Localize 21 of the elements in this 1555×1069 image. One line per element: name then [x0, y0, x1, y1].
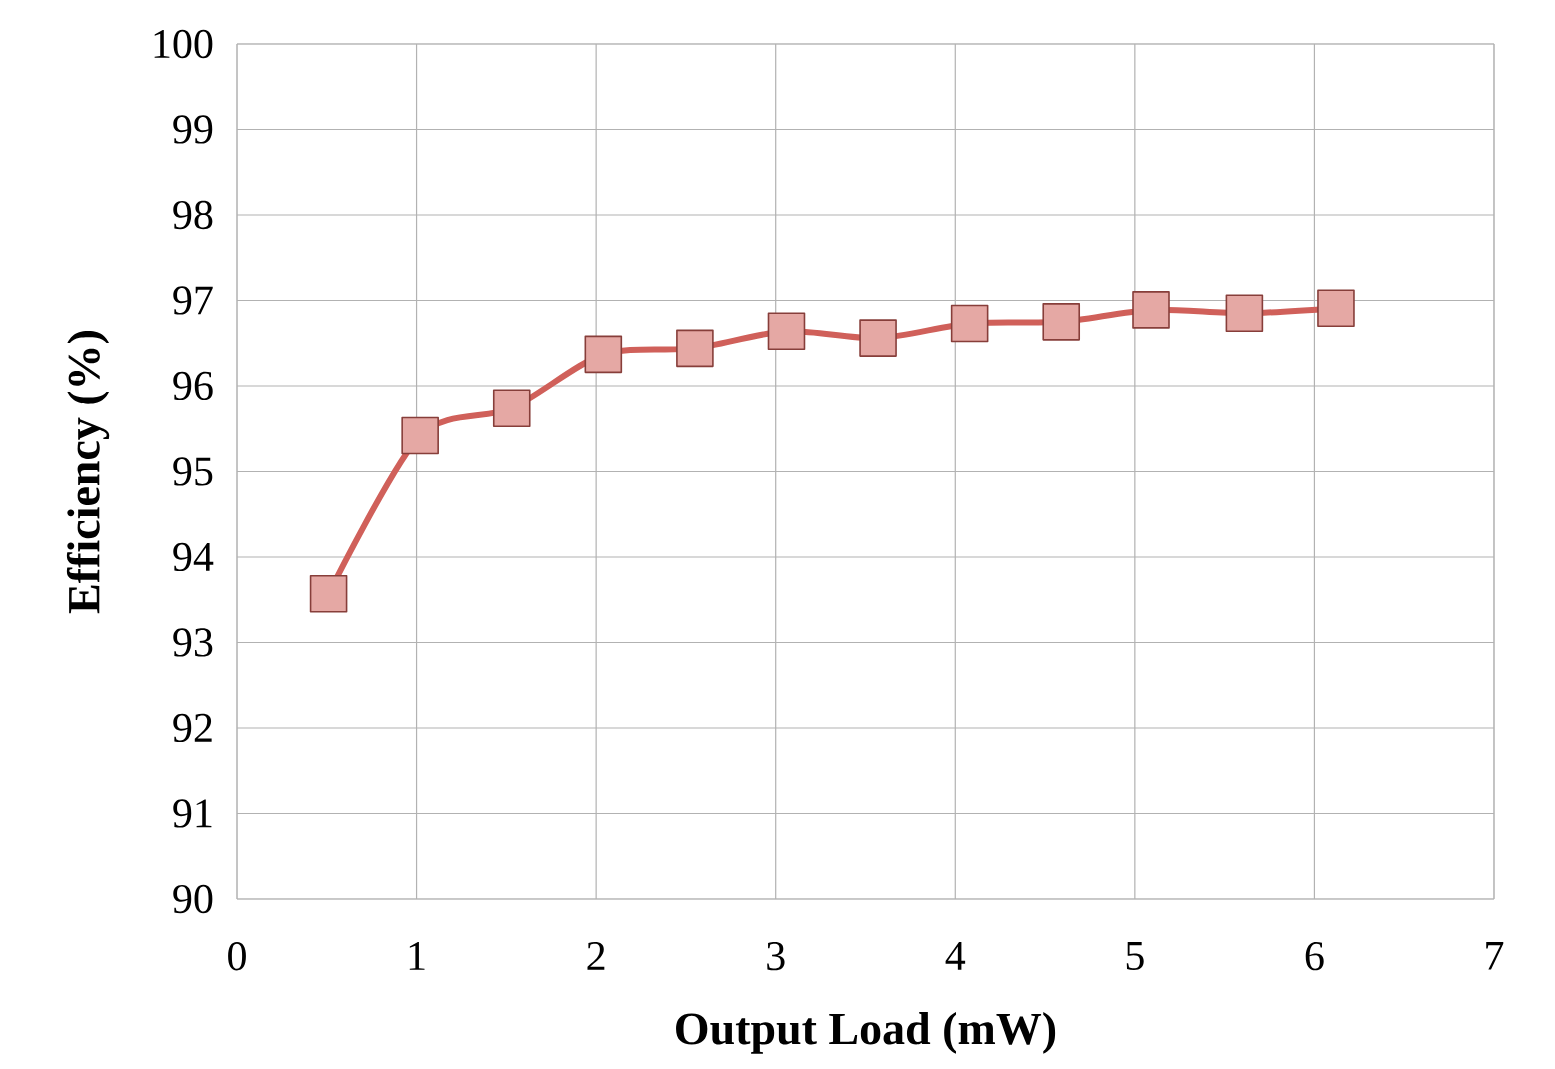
y-tick-label: 99 [173, 115, 213, 144]
y-tick-label: 96 [173, 371, 213, 401]
x-tick-label: 0 [228, 942, 246, 971]
y-tick-label: 92 [173, 713, 212, 743]
y-axis-title: Efficiency (%) [66, 331, 110, 614]
x-tick-label: 4 [945, 942, 966, 970]
x-tick-label: 2 [587, 942, 605, 970]
x-tick-label: 1 [409, 942, 425, 970]
x-tick-label: 7 [1486, 942, 1504, 970]
x-tick-label: 3 [767, 942, 785, 971]
y-tick-label: 100 [154, 29, 213, 59]
x-axis-title: Output Load (mW) [676, 1012, 1056, 1054]
y-tick-label: 90 [173, 884, 213, 914]
x-tick-label: 6 [1305, 942, 1324, 971]
y-tick-label: 94 [173, 542, 214, 572]
y-tick-label: 93 [173, 628, 213, 657]
y-tick-label: 91 [173, 799, 212, 828]
y-tick-label: 95 [173, 457, 213, 486]
y-tick-label: 98 [173, 200, 213, 230]
y-tick-label: 97 [173, 286, 213, 315]
x-tick-label: 5 [1126, 942, 1144, 970]
